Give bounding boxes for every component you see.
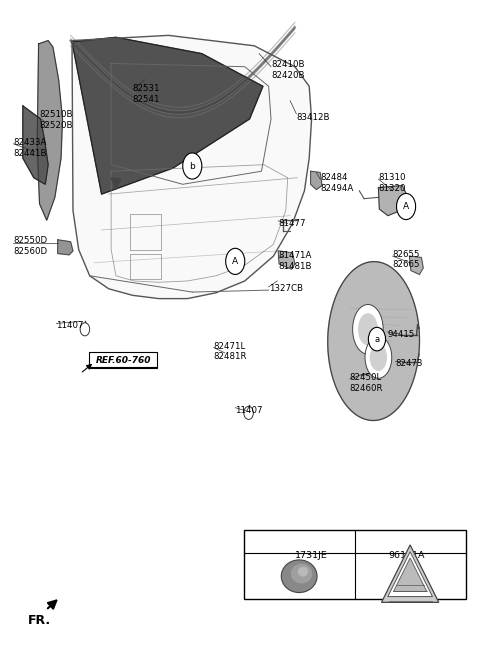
Text: 82550D
82560D: 82550D 82560D: [13, 236, 48, 256]
Text: 11407: 11407: [56, 321, 84, 330]
Text: 82471L
82481R: 82471L 82481R: [214, 342, 247, 361]
Ellipse shape: [291, 564, 312, 583]
Circle shape: [396, 194, 416, 220]
Polygon shape: [409, 256, 423, 274]
Ellipse shape: [370, 344, 387, 371]
Polygon shape: [394, 558, 427, 591]
Text: 82473: 82473: [395, 359, 422, 368]
Text: 83412B: 83412B: [296, 113, 330, 122]
Polygon shape: [278, 251, 295, 269]
Ellipse shape: [365, 337, 392, 379]
Polygon shape: [58, 240, 73, 255]
Polygon shape: [111, 178, 120, 190]
Text: 82410B
82420B: 82410B 82420B: [271, 60, 304, 80]
Text: 81310
81320: 81310 81320: [378, 173, 406, 193]
Text: 96111A: 96111A: [388, 551, 424, 560]
Polygon shape: [311, 171, 322, 190]
Text: 81477: 81477: [278, 219, 306, 228]
Circle shape: [357, 542, 373, 565]
Polygon shape: [328, 262, 420, 420]
Text: 1327CB: 1327CB: [269, 284, 302, 293]
Circle shape: [247, 542, 264, 565]
Circle shape: [226, 249, 245, 274]
Bar: [244, 531, 466, 599]
FancyBboxPatch shape: [89, 352, 157, 369]
Text: a: a: [374, 335, 380, 344]
Circle shape: [80, 323, 90, 336]
Text: 82510B
82520B: 82510B 82520B: [39, 110, 73, 130]
Ellipse shape: [353, 304, 383, 354]
Text: REF.60-760: REF.60-760: [96, 356, 151, 365]
Text: 82433A
82441B: 82433A 82441B: [13, 138, 47, 157]
Polygon shape: [382, 545, 439, 602]
Polygon shape: [23, 106, 48, 184]
Polygon shape: [37, 41, 62, 220]
Text: 11407: 11407: [235, 407, 263, 415]
Bar: [130, 214, 161, 250]
Ellipse shape: [358, 313, 378, 346]
Text: 82655
82665: 82655 82665: [393, 249, 420, 269]
Text: 82450L
82460R: 82450L 82460R: [350, 373, 383, 393]
Circle shape: [368, 327, 385, 351]
Text: a: a: [252, 549, 258, 558]
Text: 82531
82541: 82531 82541: [132, 84, 160, 104]
Text: 81471A
81481B: 81471A 81481B: [278, 251, 312, 271]
Text: A: A: [403, 202, 409, 211]
Polygon shape: [378, 186, 406, 216]
Ellipse shape: [298, 567, 308, 577]
Polygon shape: [72, 35, 312, 298]
Text: FR.: FR.: [28, 614, 51, 627]
Text: 1731JE: 1731JE: [295, 551, 328, 560]
Text: b: b: [190, 161, 195, 171]
Text: 94415: 94415: [388, 330, 415, 339]
Bar: [130, 254, 161, 279]
Polygon shape: [388, 552, 432, 596]
Circle shape: [244, 406, 253, 419]
Circle shape: [183, 153, 202, 179]
Text: 82484
82494A: 82484 82494A: [320, 173, 353, 193]
Polygon shape: [72, 37, 263, 194]
Ellipse shape: [281, 560, 317, 592]
Text: b: b: [362, 549, 368, 558]
Text: A: A: [232, 257, 238, 266]
